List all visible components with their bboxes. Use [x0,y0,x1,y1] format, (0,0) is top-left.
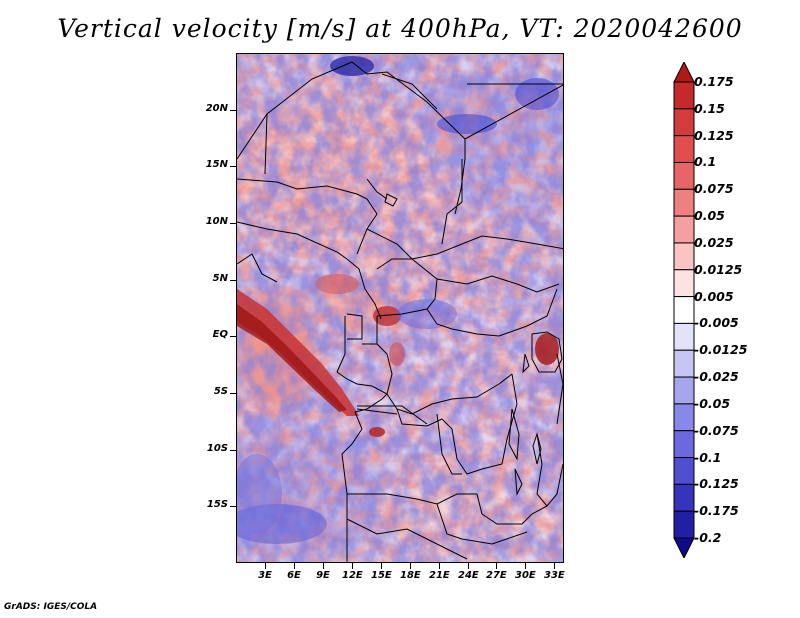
colorbar-label: -0.0125 [694,342,748,357]
lat-tick-label: 10N [205,216,228,227]
colorbar-bin [673,483,695,512]
colorbar-bin [673,296,695,324]
colorbar-label: 0.175 [694,74,734,89]
lat-tick-mark [230,336,236,337]
colorbar-label: 0.1 [694,154,717,169]
lat-tick-mark [230,223,236,224]
colorbar-bin [673,242,695,271]
lon-tick-mark [468,563,469,569]
colorbar-bin [673,135,695,163]
colorbar-label: 0.05 [694,208,725,223]
colorbar-bin [673,161,695,190]
lon-tick-label: 18E [400,570,421,581]
colorbar-label: -0.175 [694,503,739,518]
colorbar-bin [673,215,695,244]
colorbar-bin [673,188,695,217]
lon-tick-label: 21E [429,570,450,581]
lon-tick-mark [439,563,440,569]
lon-tick-mark [323,563,324,569]
colorbar-label: -0.2 [694,530,722,545]
lon-tick-label: 27E [486,570,507,581]
colorbar-label: 0.005 [694,289,734,304]
colorbar-label: -0.125 [694,476,739,491]
colorbar-label: 0.0125 [694,262,743,277]
lon-tick-label: 6E [287,570,301,581]
lat-tick-label: 10S [206,443,228,454]
colorbar-label: 0.125 [694,128,734,143]
colorbar-bin [673,269,695,298]
colorbar [673,62,695,558]
lon-tick-mark [496,563,497,569]
lat-tick-mark [230,393,236,394]
colorbar-bin [673,510,695,539]
colorbar-bin [673,349,695,378]
velocity-field-map [237,54,563,562]
lon-tick-label: 12E [342,570,363,581]
lat-tick-mark [230,280,236,281]
lon-tick-mark [410,563,411,569]
colorbar-label: 0.025 [694,235,734,250]
lat-tick-label: 15S [206,499,228,510]
colorbar-label: 0.15 [694,101,725,116]
country-borders [237,61,563,562]
colorbar-label: 0.075 [694,181,734,196]
lon-tick-mark [381,563,382,569]
lat-tick-mark [230,450,236,451]
colorbar-label: -0.075 [694,423,739,438]
colorbar-bin [673,81,695,110]
colorbar-min-arrow [673,537,695,558]
colorbar-bin [673,108,695,137]
colorbar-bin [673,403,695,432]
lat-tick-mark [230,506,236,507]
lat-tick-label: EQ [212,329,228,340]
lat-tick-label: 5S [213,386,228,397]
lat-tick-mark [230,166,236,167]
lon-tick-mark [525,563,526,569]
map-title: Vertical velocity [m/s] at 400hPa, VT: 2… [57,14,743,43]
colorbar-max-arrow [673,62,695,83]
colorbar-bin [673,457,695,485]
colorbar-label: -0.1 [694,450,722,465]
lon-tick-mark [554,563,555,569]
grads-credit: GrADS: IGES/COLA [4,602,98,612]
lon-tick-label: 30E [515,570,536,581]
strong-downdraft-patches [237,56,559,544]
lon-tick-label: 3E [258,570,272,581]
colorbar-label: -0.025 [694,369,739,384]
lon-tick-label: 9E [316,570,330,581]
colorbar-bin [673,322,695,351]
lon-tick-mark [352,563,353,569]
lon-tick-label: 24E [458,570,479,581]
lat-tick-label: 20N [205,103,228,114]
lon-tick-label: 33E [544,570,565,581]
lon-tick-label: 15E [371,570,392,581]
lat-tick-mark [230,110,236,111]
colorbar-bin [673,376,695,405]
lake-outlines [384,193,563,496]
map-panel [236,53,564,563]
lon-tick-mark [294,563,295,569]
lat-tick-label: 15N [205,159,228,170]
colorbar-label: -0.005 [694,315,739,330]
colorbar-bin [673,430,695,459]
strong-updraft-band [237,274,559,437]
lon-tick-mark [265,563,266,569]
colorbar-label: -0.05 [694,396,731,411]
lat-tick-label: 5N [212,273,228,284]
